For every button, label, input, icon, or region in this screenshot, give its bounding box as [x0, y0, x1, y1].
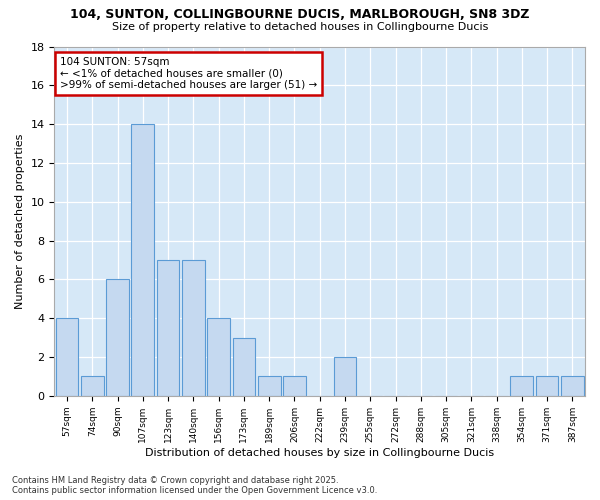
Bar — [283, 376, 306, 396]
Bar — [56, 318, 79, 396]
Bar — [536, 376, 559, 396]
Y-axis label: Number of detached properties: Number of detached properties — [15, 134, 25, 309]
Bar — [131, 124, 154, 396]
Bar — [81, 376, 104, 396]
Text: 104, SUNTON, COLLINGBOURNE DUCIS, MARLBOROUGH, SN8 3DZ: 104, SUNTON, COLLINGBOURNE DUCIS, MARLBO… — [70, 8, 530, 20]
Bar — [233, 338, 255, 396]
Bar — [157, 260, 179, 396]
Bar — [182, 260, 205, 396]
Text: Size of property relative to detached houses in Collingbourne Ducis: Size of property relative to detached ho… — [112, 22, 488, 32]
Text: Contains HM Land Registry data © Crown copyright and database right 2025.
Contai: Contains HM Land Registry data © Crown c… — [12, 476, 377, 495]
Bar — [511, 376, 533, 396]
Bar — [561, 376, 584, 396]
X-axis label: Distribution of detached houses by size in Collingbourne Ducis: Distribution of detached houses by size … — [145, 448, 494, 458]
Bar — [106, 280, 129, 396]
Bar — [334, 357, 356, 396]
Text: 104 SUNTON: 57sqm
← <1% of detached houses are smaller (0)
>99% of semi-detached: 104 SUNTON: 57sqm ← <1% of detached hous… — [60, 57, 317, 90]
Bar — [207, 318, 230, 396]
Bar — [258, 376, 281, 396]
